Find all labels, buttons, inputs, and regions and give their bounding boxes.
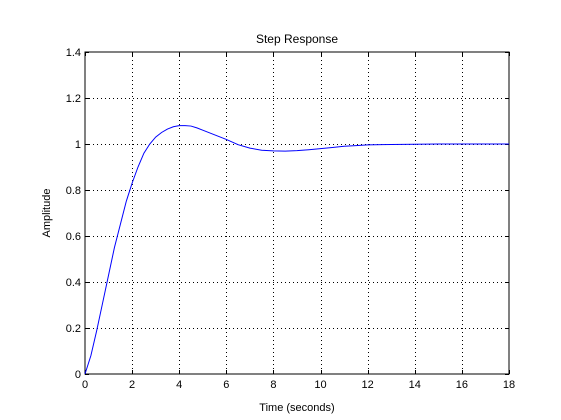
axis-ticks: [85, 52, 510, 375]
x-tick-label: 4: [176, 379, 182, 391]
x-tick-label: 16: [456, 379, 468, 391]
x-tick-labels: 0 2 4 6 8 10 12 14 16 18: [82, 379, 515, 391]
step-response-line: [84, 125, 509, 375]
x-tick-label: 12: [362, 379, 374, 391]
x-tick-label: 18: [503, 379, 515, 391]
x-tick-label: 10: [314, 379, 326, 391]
y-tick-label: 0.4: [66, 277, 81, 289]
y-tick-label: 1: [75, 139, 81, 151]
y-tick-labels: 0 0.2 0.4 0.6 0.8 1 1.2 1.4: [66, 47, 81, 381]
y-axis-label: Amplitude: [41, 189, 53, 238]
x-tick-label: 0: [82, 379, 88, 391]
chart-title: Step Response: [256, 32, 338, 46]
y-tick-label: 0.2: [66, 323, 81, 335]
x-tick-label: 14: [409, 379, 421, 391]
x-tick-label: 8: [270, 379, 276, 391]
x-tick-label: 6: [223, 379, 229, 391]
y-tick-label: 0.6: [66, 231, 81, 243]
plot-area-frame: [84, 51, 510, 375]
x-tick-label: 2: [129, 379, 135, 391]
y-tick-label: 1.4: [66, 47, 81, 59]
y-tick-label: 0: [75, 369, 81, 381]
x-axis-label: Time (seconds): [259, 402, 334, 414]
y-tick-label: 1.2: [66, 93, 81, 105]
y-tick-label: 0.8: [66, 185, 81, 197]
grid-lines: [85, 52, 509, 374]
